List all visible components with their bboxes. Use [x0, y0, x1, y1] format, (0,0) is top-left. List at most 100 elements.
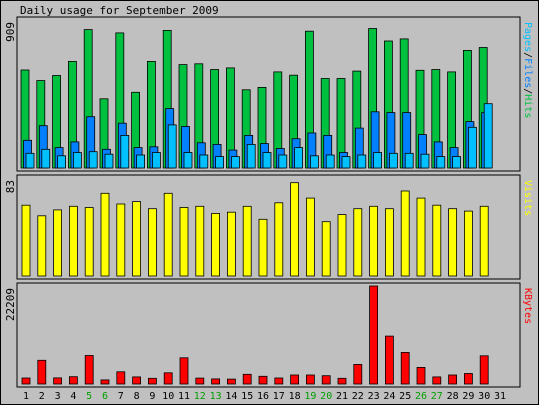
x-tick-label: 27: [431, 391, 443, 402]
visits-bar: [242, 205, 252, 277]
pages-legend-text: Pages: [522, 22, 533, 52]
visits-bar: [432, 204, 442, 277]
x-tick-label: 8: [134, 391, 140, 402]
kbytes-bar: [53, 377, 62, 385]
kbytes-bar: [211, 378, 221, 385]
kbytes-bar: [179, 357, 189, 385]
x-tick-label: 11: [178, 391, 190, 402]
visits-bar: [258, 218, 268, 277]
x-tick-label: 22: [352, 391, 364, 402]
visits-bar: [448, 208, 458, 277]
kbytes-bar: [432, 376, 442, 385]
visits-bar: [21, 204, 31, 277]
pages-bar: [246, 143, 256, 169]
visits-bar: [195, 205, 205, 277]
x-tick-label: 23: [368, 391, 380, 402]
kbytes-bar: [258, 375, 268, 385]
visits-bar: [211, 212, 221, 277]
x-tick-label: 24: [383, 391, 395, 402]
legend-separator: /: [522, 88, 533, 94]
visits-bar: [353, 208, 363, 277]
kbytes-panel: [16, 282, 521, 388]
pages-bar: [373, 152, 383, 169]
kbytes-bar: [84, 355, 94, 385]
kbytes-bar: [100, 379, 110, 385]
x-axis-labels: 1 2 3 4 5 6 7 8 9 10 11 12 13 14 15 16 17 18 19 20 21 22 23 24 2…: [23, 391, 506, 402]
x-tick-label: 15: [241, 391, 253, 402]
kbytes-bar: [116, 371, 126, 385]
visits-bar: [226, 211, 236, 277]
x-tick-label: 5: [86, 391, 92, 402]
pages-bar: [215, 156, 225, 169]
visits-bar: [416, 197, 426, 277]
visits-bar: [37, 215, 47, 277]
x-tick-label: 26: [415, 391, 427, 402]
pages-bar: [483, 103, 493, 169]
hits-panel: [16, 16, 521, 172]
pages-bar: [151, 152, 161, 169]
x-tick-label: 3: [55, 391, 61, 402]
visits-bar: [163, 192, 173, 277]
pages-bar: [278, 154, 288, 169]
x-tick-label: 1: [23, 391, 29, 402]
pages-bar: [341, 156, 351, 169]
x-tick-label: 17: [273, 391, 285, 402]
visits-bar: [179, 207, 189, 277]
visits-bar: [400, 190, 410, 277]
pages-bar: [104, 153, 114, 169]
pages-bar: [388, 152, 398, 169]
pages-bar: [420, 153, 430, 169]
x-tick-label: 7: [118, 391, 124, 402]
files-legend-text: Files: [522, 58, 533, 88]
x-tick-label: 19: [304, 391, 316, 402]
pages-bar: [136, 154, 146, 169]
visits-panel: [16, 174, 521, 280]
kbytes-bar: [416, 366, 426, 385]
visits-panel-frame: [16, 174, 521, 280]
x-tick-label: 31: [494, 391, 506, 402]
kbytes-bar: [479, 355, 489, 385]
visits-bar: [305, 197, 315, 277]
kbytes-bar: [21, 377, 31, 385]
pages-bar: [325, 154, 335, 169]
kbytes-bar: [337, 377, 347, 385]
pages-bar: [230, 156, 240, 169]
visits-bar: [53, 209, 62, 277]
visits-bar: [274, 202, 284, 277]
chart-title: Daily usage for September 2009: [20, 4, 219, 17]
visits-bar: [290, 182, 300, 277]
visits-ymax-label: 83: [4, 180, 17, 193]
x-tick-label: 13: [210, 391, 222, 402]
kbytes-bar: [132, 376, 142, 385]
legend-separator: /: [522, 52, 533, 58]
kbytes-ymax-label: 22209: [4, 288, 17, 321]
kbytes-bar: [226, 378, 236, 385]
pages-bar: [199, 154, 209, 169]
pages-bar: [452, 156, 462, 169]
pages-bar: [357, 154, 367, 169]
pages-bar: [183, 152, 193, 169]
kbytes-bar: [37, 359, 47, 385]
hits-ymax-label: 909: [4, 22, 17, 42]
visits-bar: [384, 208, 394, 277]
visits-bar: [463, 210, 473, 277]
x-tick-label: 30: [478, 391, 490, 402]
visits-bar: [479, 205, 489, 277]
visits-bar: [337, 214, 347, 277]
pages-bar: [467, 126, 477, 169]
visits-bar: [369, 205, 379, 277]
hits-legend: Pages/Files/Hits: [522, 22, 533, 118]
visits-bar: [321, 221, 331, 277]
kbytes-bar: [305, 374, 315, 385]
kbytes-bar: [163, 372, 173, 385]
pages-bar: [262, 152, 272, 169]
visits-bar: [69, 205, 78, 277]
pages-bar: [120, 134, 130, 169]
x-tick-label: 6: [102, 391, 108, 402]
kbytes-legend: KBytes: [522, 288, 533, 324]
pages-bar: [41, 148, 51, 169]
visits-bar: [84, 207, 94, 277]
kbytes-bar: [384, 335, 394, 385]
kbytes-bar: [147, 377, 157, 385]
